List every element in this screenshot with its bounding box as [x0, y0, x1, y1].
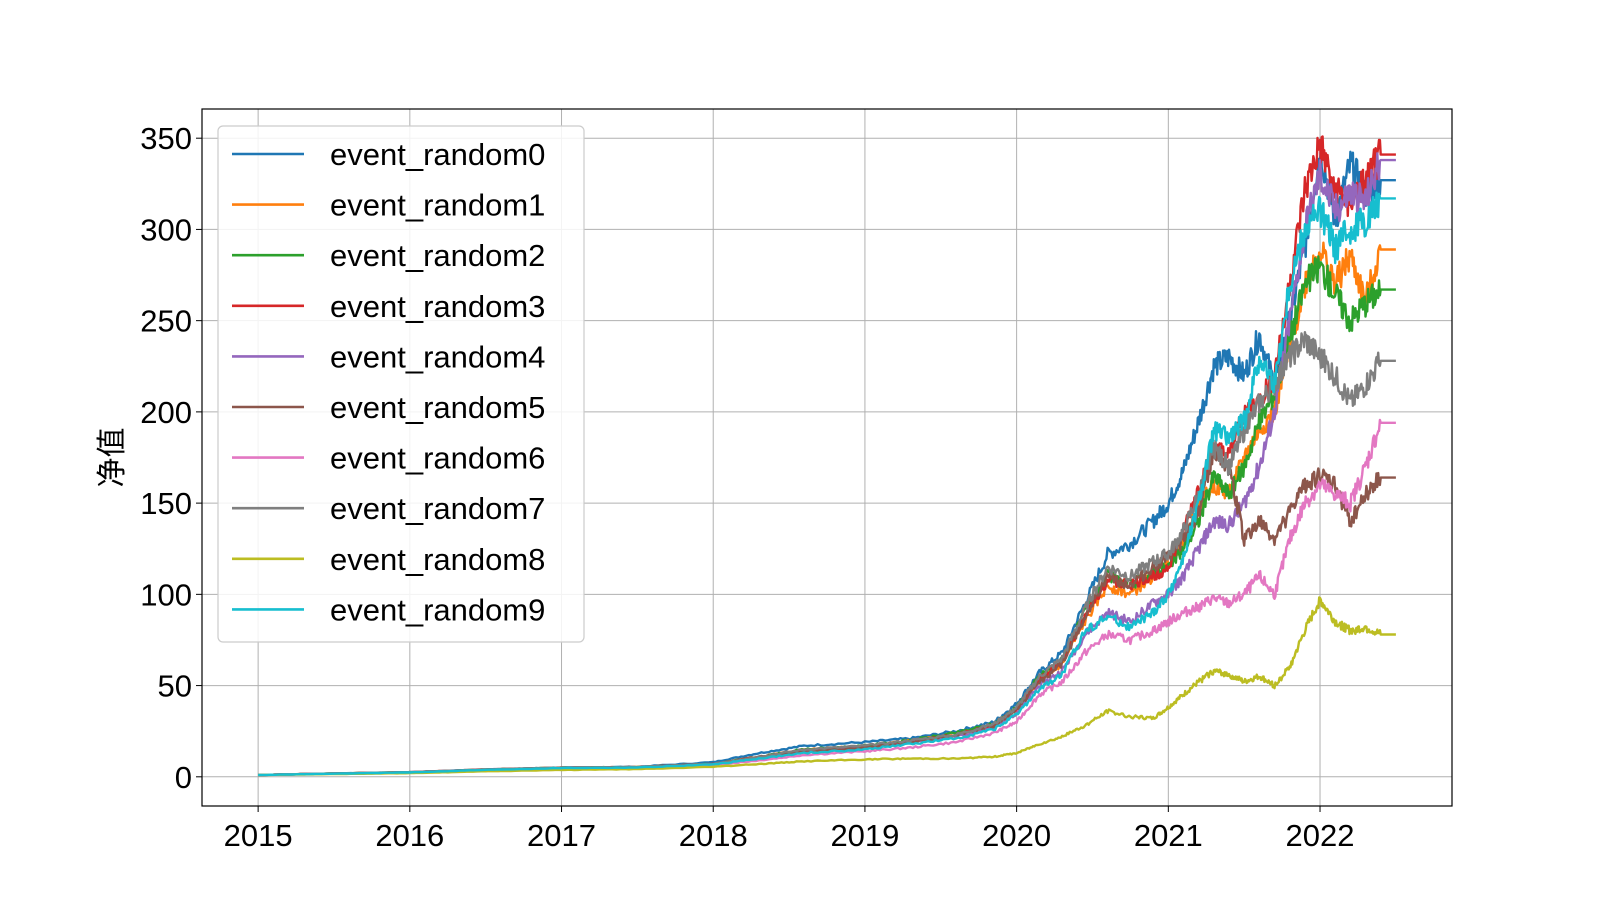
- y-tick-label: 100: [140, 577, 192, 612]
- legend-label: event_random4: [330, 339, 545, 374]
- plot-area: [258, 135, 1397, 777]
- legend-label: event_random5: [330, 390, 545, 425]
- y-tick-label: 50: [158, 669, 192, 704]
- y-axis-title: 净值: [95, 428, 130, 488]
- y-tick-label: 250: [140, 304, 192, 339]
- legend-label: event_random7: [330, 491, 545, 526]
- legend-label: event_random8: [330, 542, 545, 577]
- legend-label: event_random1: [330, 188, 545, 223]
- y-tick-label: 350: [140, 121, 192, 156]
- y-tick-label: 0: [175, 760, 192, 795]
- legend-box: [217, 125, 585, 643]
- y-tick-label: 200: [140, 395, 192, 430]
- legend-label: event_random0: [330, 137, 545, 172]
- x-tick-label: 2018: [679, 818, 748, 853]
- legend: event_random0 event_random1 event_random2e…: [217, 125, 585, 643]
- x-axis: 2015 2016 2017 2018 2019 2020 2021 2022: [224, 806, 1355, 853]
- legend-label: event_random2: [330, 238, 545, 273]
- x-tick-label: 2021: [1134, 818, 1203, 853]
- y-axis: 0 50 100 150 200 250 300 350: [140, 121, 202, 795]
- y-tick-label: 150: [140, 486, 192, 521]
- legend-label: event_random6: [330, 441, 545, 476]
- x-tick-label: 2015: [224, 818, 293, 853]
- y-tick-label: 300: [140, 212, 192, 247]
- x-tick-label: 2019: [830, 818, 899, 853]
- x-tick-label: 2022: [1286, 818, 1355, 853]
- legend-label: event_random9: [330, 592, 545, 627]
- x-tick-label: 2020: [982, 818, 1051, 853]
- series-line-event_random9: [258, 191, 1397, 777]
- legend-label: event_random3: [330, 289, 545, 324]
- x-tick-label: 2017: [527, 818, 596, 853]
- plot-frame: [201, 108, 1453, 807]
- x-tick-label: 2016: [375, 818, 444, 853]
- series-line-event_random8: [258, 596, 1397, 777]
